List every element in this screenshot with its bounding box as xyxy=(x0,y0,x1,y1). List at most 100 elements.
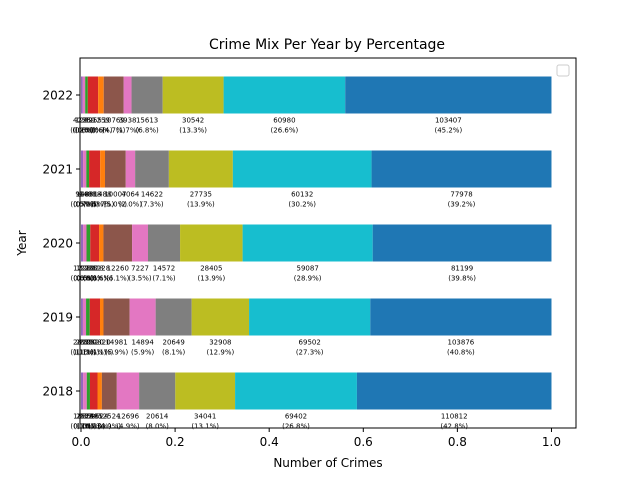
data-label-count: 10769 xyxy=(103,117,125,125)
chart-title: Crime Mix Per Year by Percentage xyxy=(209,37,445,53)
data-label-count: 1228 xyxy=(79,265,97,273)
data-label-count: 4255 xyxy=(84,117,102,125)
y-axis: 2018 2019 2020 2021 2022 xyxy=(42,89,80,399)
x-tick-label: 0.8 xyxy=(448,435,467,449)
data-label-count: 2820 xyxy=(76,339,94,347)
data-label-count: 28405 xyxy=(200,265,222,273)
data-label-percent: (0.2%) xyxy=(81,127,105,135)
x-axis: 0.0 0.2 0.4 0.6 0.8 1.0 xyxy=(71,428,561,449)
data-label-count: 1259 xyxy=(75,117,93,125)
bar-segment xyxy=(232,150,372,188)
bar-segment xyxy=(104,150,126,188)
data-label-percent: (1.1%) xyxy=(76,349,100,357)
bar-segment xyxy=(371,150,552,188)
data-label-count: 1259 xyxy=(78,117,96,125)
legend-box xyxy=(556,64,570,77)
data-label-percent: (1.1%) xyxy=(70,349,94,357)
data-label-count: 1228 xyxy=(76,265,94,273)
bar-segment xyxy=(131,76,163,114)
data-label-count: 15613 xyxy=(136,117,158,125)
bar-segment xyxy=(99,224,104,262)
data-label-percent: (42.8%) xyxy=(440,423,468,431)
x-tick-label: 0.0 xyxy=(71,435,90,449)
bar-segment xyxy=(89,150,101,188)
data-label-count: 14981 xyxy=(105,339,127,347)
data-label-count: 2524 xyxy=(91,413,109,421)
data-label-count: 4064 xyxy=(122,191,140,199)
data-label-percent: (39.8%) xyxy=(448,275,476,283)
bars-layer xyxy=(81,76,552,410)
data-label-percent: (0.7%) xyxy=(73,201,97,209)
data-label-percent: (4.9%) xyxy=(98,423,122,431)
bar-segment xyxy=(103,298,130,336)
data-label-percent: (0.5%) xyxy=(83,201,107,209)
bar-segment xyxy=(372,224,552,262)
bar-segment xyxy=(89,372,98,410)
bar-segment xyxy=(132,224,148,262)
bar-segment xyxy=(123,76,132,114)
data-label-percent: (4.9%) xyxy=(116,423,140,431)
data-label-count: 59087 xyxy=(297,265,319,273)
data-label-count: 30542 xyxy=(182,117,204,125)
data-label-count: 103876 xyxy=(448,339,475,347)
bar-segment xyxy=(100,150,105,188)
bar-segment xyxy=(101,372,117,410)
data-label-count: 7227 xyxy=(131,265,149,273)
bar-segment xyxy=(175,372,236,410)
data-label-percent: (6.1%) xyxy=(106,275,130,283)
bar-segment xyxy=(125,150,136,188)
data-label-count: 110812 xyxy=(441,413,468,421)
bar-segment xyxy=(345,76,552,114)
bar-segment xyxy=(103,224,133,262)
bar-segment xyxy=(139,372,176,410)
bar-segment xyxy=(83,224,87,262)
bar-segment xyxy=(82,298,87,336)
data-label-percent: (0.6%) xyxy=(75,127,99,135)
data-label-count: 14622 xyxy=(141,191,163,199)
data-label-percent: (45.2%) xyxy=(434,127,462,135)
data-label-percent: (0.7%) xyxy=(82,423,106,431)
data-label-percent: (5.9%) xyxy=(105,349,129,357)
bar-segment xyxy=(129,298,156,336)
bar-segment xyxy=(223,76,346,114)
data-label-percent: (6.8%) xyxy=(135,127,159,135)
data-label-percent: (0.6%) xyxy=(73,275,97,283)
data-label-percent: (27.3%) xyxy=(296,349,324,357)
data-label-percent: (13.9%) xyxy=(187,201,215,209)
x-tick-label: 0.6 xyxy=(354,435,373,449)
data-label-count: 14894 xyxy=(132,339,155,347)
data-label-count: 34041 xyxy=(194,413,216,421)
data-label-count: 2820 xyxy=(86,339,104,347)
data-label-percent: (1.0%) xyxy=(88,423,112,431)
data-label-percent: (0.6%) xyxy=(83,275,107,283)
data-label-count: 918 xyxy=(88,191,101,199)
data-label-count: 2820 xyxy=(73,339,91,347)
data-label-count: 1885 xyxy=(73,413,91,421)
data-label-percent: (13.3%) xyxy=(179,127,207,135)
data-label-percent: (1.0%) xyxy=(73,423,97,431)
y-tick-label: 2021 xyxy=(42,163,73,177)
data-label-count: 10007 xyxy=(104,191,126,199)
data-label-count: 60980 xyxy=(273,117,295,125)
bar-segment xyxy=(81,76,83,114)
bar-segment xyxy=(162,76,224,114)
bar-segment xyxy=(135,150,169,188)
bar-segment xyxy=(89,298,101,336)
data-label-percent: (0.6%) xyxy=(70,275,94,283)
data-label-percent: (8.1%) xyxy=(162,349,186,357)
data-label-percent: (0.7%) xyxy=(76,201,100,209)
bar-segment xyxy=(86,150,90,188)
data-label-count: 14572 xyxy=(153,265,175,273)
data-label-count: 2820 xyxy=(79,339,97,347)
bar-segment xyxy=(116,372,140,410)
data-label-count: 1488 xyxy=(94,191,112,199)
data-label-count: 918 xyxy=(75,191,88,199)
data-label-count: 20649 xyxy=(163,339,185,347)
data-label-count: 60132 xyxy=(291,191,313,199)
bar-segment xyxy=(81,298,83,336)
bar-segment xyxy=(155,298,192,336)
bar-segment xyxy=(370,298,552,336)
data-label-percent: (4.7%) xyxy=(102,127,126,135)
x-tick-label: 0.4 xyxy=(260,435,279,449)
